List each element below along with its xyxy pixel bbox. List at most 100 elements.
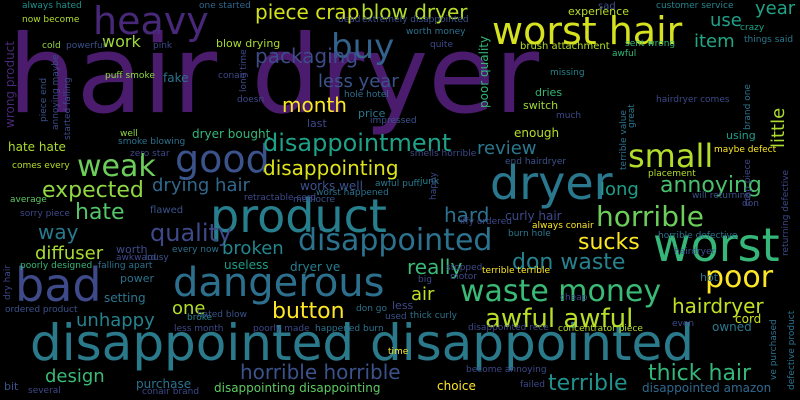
word-cloud-word: will returning bbox=[692, 191, 752, 201]
word-cloud-word: packaging bbox=[255, 44, 359, 68]
word-cloud-word: sent wrong bbox=[625, 39, 676, 49]
word-cloud-word: don waste bbox=[512, 250, 626, 275]
word-cloud-word: purchase bbox=[136, 377, 192, 391]
word-cloud-word: maybe defect bbox=[714, 145, 777, 155]
word-cloud-word: unhappy bbox=[76, 310, 155, 331]
word-cloud-word: brand one bbox=[743, 84, 753, 130]
word-cloud-word: worst happened bbox=[316, 188, 389, 198]
word-cloud-word: returning defective bbox=[781, 169, 791, 256]
word-cloud-word: smells horrible bbox=[410, 149, 477, 159]
word-cloud-word: hairdryer bbox=[674, 247, 716, 257]
word-cloud-word: poor quality bbox=[477, 35, 491, 108]
word-cloud-word: brush attachment bbox=[520, 41, 610, 52]
word-cloud-word: cold bbox=[42, 41, 61, 51]
word-cloud-word: switch bbox=[523, 99, 559, 112]
word-cloud-word: disappointed rece bbox=[468, 323, 549, 333]
word-cloud-word: horrible bbox=[596, 200, 704, 233]
word-cloud-word: hair dryer bbox=[8, 13, 540, 138]
word-cloud-word: sucks bbox=[578, 230, 640, 255]
word-cloud-word: dryer bought bbox=[192, 127, 271, 141]
word-cloud-word: defective product bbox=[787, 310, 797, 390]
word-cloud-word: horrible defective bbox=[658, 231, 738, 241]
word-cloud-word: buy bbox=[331, 27, 395, 67]
word-cloud-word: poor bbox=[705, 260, 774, 295]
word-cloud-word: sorry piece bbox=[20, 209, 70, 219]
word-cloud-word: using bbox=[726, 129, 756, 142]
word-cloud-word: well bbox=[120, 129, 138, 139]
word-cloud-word: disappointing bbox=[263, 156, 399, 180]
word-cloud-word: end hairdryer bbox=[505, 157, 567, 167]
word-cloud-word: become annoying bbox=[466, 365, 547, 375]
word-cloud-word: mediocre bbox=[293, 195, 336, 205]
word-cloud-word: curly hair bbox=[505, 209, 562, 223]
word-cloud-word: button bbox=[272, 299, 345, 324]
word-cloud-word: comes every bbox=[12, 161, 70, 171]
word-cloud-word: disappointing disappointing bbox=[214, 381, 381, 395]
word-cloud-word: experience bbox=[568, 5, 629, 18]
word-cloud-word: expected bbox=[42, 178, 144, 203]
word-cloud-word: dangerous bbox=[173, 260, 385, 306]
word-cloud-word: bad bbox=[15, 258, 102, 312]
word-cloud-word: sad bbox=[598, 1, 616, 12]
word-cloud-word: hate hate bbox=[8, 140, 66, 154]
word-cloud-word: several bbox=[28, 386, 61, 396]
word-cloud-word: ordered product bbox=[5, 305, 78, 315]
word-cloud-word: falling apart bbox=[98, 261, 153, 271]
word-cloud-word: don bbox=[742, 199, 759, 209]
word-cloud-word: thick hair bbox=[648, 361, 752, 386]
word-cloud-word: big bbox=[418, 275, 432, 285]
word-cloud-word: quality bbox=[150, 219, 233, 247]
word-cloud-word: crazy bbox=[740, 23, 765, 33]
word-cloud-word: zero star bbox=[130, 149, 170, 159]
word-cloud-word: poorly made bbox=[253, 324, 310, 334]
word-cloud-word: iffy ordered bbox=[460, 217, 512, 227]
word-cloud-word: extremely disappointed bbox=[362, 15, 469, 25]
word-cloud-word: use bbox=[710, 10, 742, 31]
word-cloud-word: awful awful bbox=[485, 304, 634, 334]
word-cloud-word: awful bbox=[612, 49, 637, 59]
word-cloud-word: works well bbox=[300, 179, 363, 193]
word-cloud-word: worth money bbox=[406, 27, 466, 37]
word-cloud-word: dry hair bbox=[3, 264, 13, 300]
word-cloud-word: disappointed disappointed bbox=[30, 314, 695, 372]
word-cloud-word: powerful bbox=[66, 41, 106, 51]
word-cloud-word: useless bbox=[224, 258, 269, 272]
word-cloud-word: drying hair bbox=[152, 175, 250, 196]
word-cloud-word: less month bbox=[174, 324, 224, 334]
word-cloud-word: junk bbox=[420, 177, 440, 187]
word-cloud-word: piece end bbox=[39, 77, 49, 122]
word-cloud-word: month bbox=[282, 93, 347, 117]
word-cloud-word: less year bbox=[318, 71, 399, 92]
word-cloud-word: little bbox=[768, 107, 789, 148]
word-cloud-word: price bbox=[358, 107, 386, 120]
word-cloud-word: missing bbox=[550, 68, 585, 78]
word-cloud-word: dryer ve bbox=[290, 260, 341, 274]
word-cloud-word: waste money bbox=[460, 274, 662, 309]
word-cloud-word: much bbox=[556, 111, 582, 121]
word-cloud-word: blow drying bbox=[216, 37, 281, 50]
word-cloud-word: time bbox=[388, 347, 409, 357]
word-cloud-word: way bbox=[38, 220, 79, 244]
word-cloud-word: hated blow bbox=[197, 310, 247, 320]
word-cloud-word: piece crap bbox=[255, 0, 360, 24]
word-cloud-word: dries bbox=[535, 86, 563, 99]
word-cloud-word: last bbox=[307, 117, 327, 130]
word-cloud-word: even bbox=[672, 319, 695, 329]
word-cloud-word: hot bbox=[700, 271, 719, 284]
word-cloud-word: diffuser bbox=[35, 243, 104, 264]
word-cloud-word: design bbox=[45, 366, 105, 387]
word-cloud-word: happy bbox=[429, 172, 439, 200]
word-cloud-word: enough bbox=[514, 126, 560, 140]
word-cloud-word: small bbox=[628, 137, 714, 175]
word-cloud-word: hard bbox=[444, 203, 490, 227]
word-cloud-word: now become bbox=[22, 15, 80, 25]
word-cloud-word: every now bbox=[172, 245, 219, 255]
word-cloud-word: setting bbox=[104, 291, 146, 305]
word-cloud-word: concentrator piece bbox=[558, 324, 643, 334]
word-cloud-word: choice bbox=[437, 379, 476, 393]
word-cloud-word: long bbox=[600, 179, 639, 200]
word-cloud-word: hairdryer comes bbox=[656, 95, 730, 105]
word-cloud-word: always conair bbox=[532, 221, 594, 231]
word-cloud-word: failed bbox=[520, 380, 545, 390]
